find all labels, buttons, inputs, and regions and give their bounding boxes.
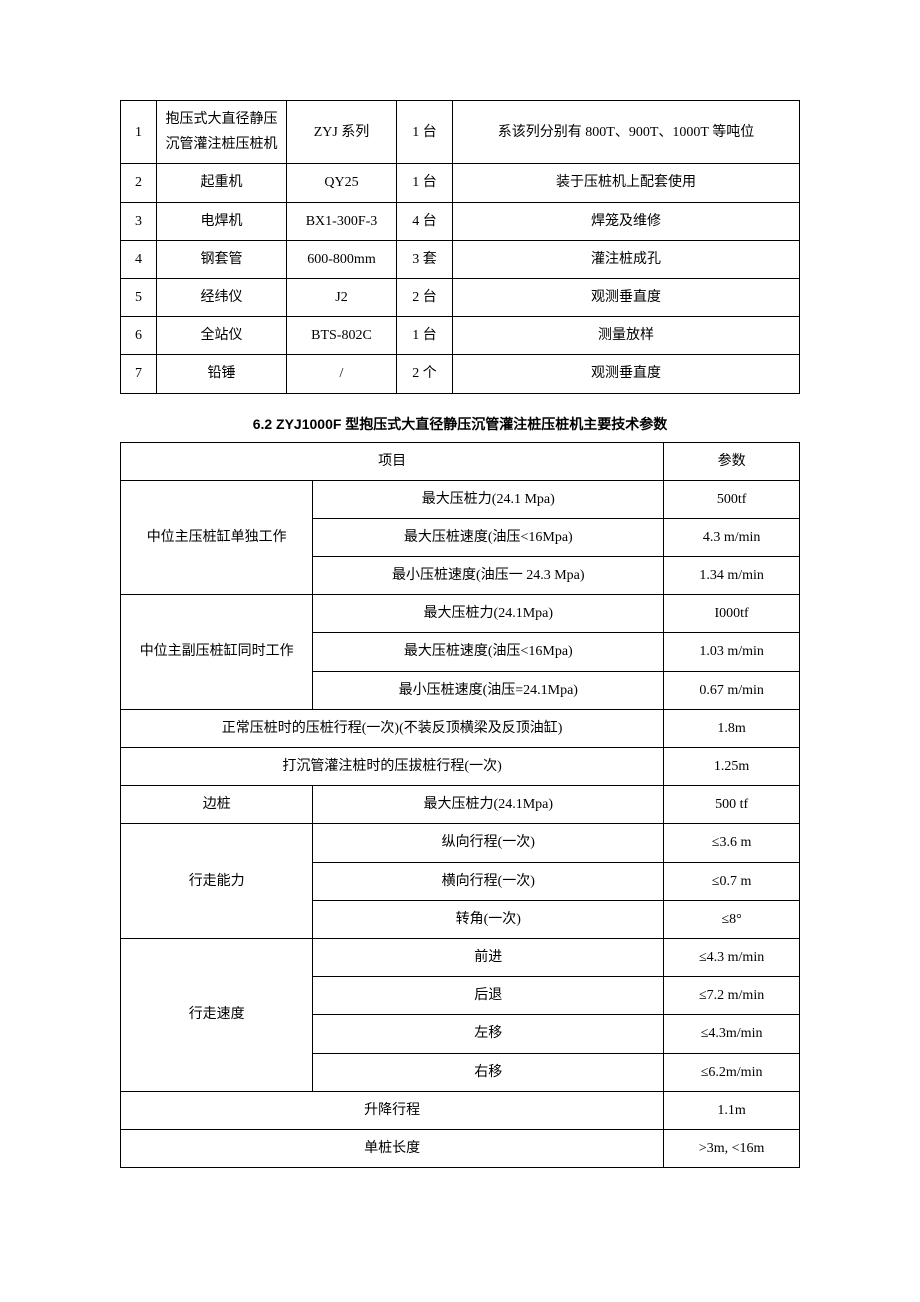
table-header-row: 项目 参数 [121, 442, 800, 480]
spec-value: 1.1m [664, 1091, 800, 1129]
table-row: 2 起重机 QY25 1 台 装于压桩机上配套使用 [121, 164, 800, 202]
spec-item: 横向行程(一次) [313, 862, 664, 900]
table-row: 1 抱压式大直径静压沉管灌注桩压桩机 ZYJ 系列 1 台 系该列分别有 800… [121, 101, 800, 164]
equipment-remark: 焊笼及维修 [453, 202, 800, 240]
spec-item: 转角(一次) [313, 900, 664, 938]
equipment-qty: 1 台 [397, 164, 453, 202]
table-row: 行走速度 前进 ≤4.3 m/min [121, 938, 800, 976]
spec-item: 最大压桩速度(油压<16Mpa) [313, 633, 664, 671]
spec-item: 最大压桩力(24.1Mpa) [313, 786, 664, 824]
row-index: 5 [121, 278, 157, 316]
spec-table: 项目 参数 中位主压桩缸单独工作 最大压桩力(24.1 Mpa) 500tf 最… [120, 442, 800, 1169]
spec-value: I000tf [664, 595, 800, 633]
spec-value: 1.8m [664, 709, 800, 747]
spec-group-label: 中位主压桩缸单独工作 [121, 480, 313, 595]
equipment-name: 全站仪 [157, 317, 287, 355]
row-index: 6 [121, 317, 157, 355]
table-row: 中位主压桩缸单独工作 最大压桩力(24.1 Mpa) 500tf [121, 480, 800, 518]
table-row: 5 经纬仪 J2 2 台 观测垂直度 [121, 278, 800, 316]
header-item: 项目 [121, 442, 664, 480]
equipment-name: 经纬仪 [157, 278, 287, 316]
spec-value: 500 tf [664, 786, 800, 824]
spec-value: 1.34 m/min [664, 557, 800, 595]
spec-group-label: 行走速度 [121, 938, 313, 1091]
row-index: 3 [121, 202, 157, 240]
equipment-table: 1 抱压式大直径静压沉管灌注桩压桩机 ZYJ 系列 1 台 系该列分别有 800… [120, 100, 800, 394]
spec-value: 1.25m [664, 748, 800, 786]
table-row: 升降行程 1.1m [121, 1091, 800, 1129]
spec-value: 1.03 m/min [664, 633, 800, 671]
spec-item: 打沉管灌注桩时的压拔桩行程(一次) [121, 748, 664, 786]
equipment-model: BTS-802C [287, 317, 397, 355]
equipment-name: 铅锤 [157, 355, 287, 393]
spec-item: 前进 [313, 938, 664, 976]
equipment-model: / [287, 355, 397, 393]
table-row: 3 电焊机 BX1-300F-3 4 台 焊笼及维修 [121, 202, 800, 240]
equipment-model: ZYJ 系列 [287, 101, 397, 164]
table-row: 行走能力 纵向行程(一次) ≤3.6 m [121, 824, 800, 862]
spec-item: 最小压桩速度(油压一 24.3 Mpa) [313, 557, 664, 595]
table-row: 7 铅锤 / 2 个 观测垂直度 [121, 355, 800, 393]
spec-value: ≤7.2 m/min [664, 977, 800, 1015]
spec-item: 最大压桩力(24.1 Mpa) [313, 480, 664, 518]
spec-item: 纵向行程(一次) [313, 824, 664, 862]
spec-item: 右移 [313, 1053, 664, 1091]
table-row: 打沉管灌注桩时的压拔桩行程(一次) 1.25m [121, 748, 800, 786]
spec-group-label: 行走能力 [121, 824, 313, 939]
row-index: 4 [121, 240, 157, 278]
equipment-name: 电焊机 [157, 202, 287, 240]
equipment-remark: 装于压桩机上配套使用 [453, 164, 800, 202]
equipment-remark: 观测垂直度 [453, 278, 800, 316]
table-row: 中位主副压桩缸同时工作 最大压桩力(24.1Mpa) I000tf [121, 595, 800, 633]
table-row: 边桩 最大压桩力(24.1Mpa) 500 tf [121, 786, 800, 824]
equipment-model: QY25 [287, 164, 397, 202]
equipment-remark: 灌注桩成孔 [453, 240, 800, 278]
section-title: 6.2 ZYJ1000F 型抱压式大直径静压沉管灌注桩压桩机主要技术参数 [120, 414, 800, 434]
spec-item: 左移 [313, 1015, 664, 1053]
spec-value: ≤6.2m/min [664, 1053, 800, 1091]
equipment-qty: 2 台 [397, 278, 453, 316]
equipment-qty: 4 台 [397, 202, 453, 240]
spec-value: ≤4.3 m/min [664, 938, 800, 976]
equipment-model: BX1-300F-3 [287, 202, 397, 240]
spec-group-label: 中位主副压桩缸同时工作 [121, 595, 313, 710]
spec-value: ≤8° [664, 900, 800, 938]
spec-value: 4.3 m/min [664, 518, 800, 556]
spec-value: 0.67 m/min [664, 671, 800, 709]
spec-item: 单桩长度 [121, 1129, 664, 1167]
spec-value: ≤4.3m/min [664, 1015, 800, 1053]
equipment-remark: 系该列分别有 800T、900T、1000T 等吨位 [453, 101, 800, 164]
spec-item: 后退 [313, 977, 664, 1015]
table-row: 6 全站仪 BTS-802C 1 台 测量放样 [121, 317, 800, 355]
table-row: 单桩长度 >3m, <16m [121, 1129, 800, 1167]
equipment-qty: 2 个 [397, 355, 453, 393]
spec-item: 最小压桩速度(油压=24.1Mpa) [313, 671, 664, 709]
spec-item: 最大压桩速度(油压<16Mpa) [313, 518, 664, 556]
spec-group-label: 边桩 [121, 786, 313, 824]
table-row: 正常压桩时的压桩行程(一次)(不装反顶横梁及反顶油缸) 1.8m [121, 709, 800, 747]
equipment-name: 抱压式大直径静压沉管灌注桩压桩机 [157, 101, 287, 164]
spec-value: 500tf [664, 480, 800, 518]
row-index: 2 [121, 164, 157, 202]
spec-item: 最大压桩力(24.1Mpa) [313, 595, 664, 633]
row-index: 7 [121, 355, 157, 393]
row-index: 1 [121, 101, 157, 164]
spec-item: 升降行程 [121, 1091, 664, 1129]
equipment-name: 钢套管 [157, 240, 287, 278]
equipment-qty: 1 台 [397, 317, 453, 355]
equipment-remark: 观测垂直度 [453, 355, 800, 393]
spec-value: >3m, <16m [664, 1129, 800, 1167]
equipment-remark: 测量放样 [453, 317, 800, 355]
equipment-model: 600-800mm [287, 240, 397, 278]
header-value: 参数 [664, 442, 800, 480]
equipment-name: 起重机 [157, 164, 287, 202]
spec-value: ≤0.7 m [664, 862, 800, 900]
table-row: 4 钢套管 600-800mm 3 套 灌注桩成孔 [121, 240, 800, 278]
equipment-qty: 3 套 [397, 240, 453, 278]
equipment-model: J2 [287, 278, 397, 316]
equipment-qty: 1 台 [397, 101, 453, 164]
spec-value: ≤3.6 m [664, 824, 800, 862]
spec-item: 正常压桩时的压桩行程(一次)(不装反顶横梁及反顶油缸) [121, 709, 664, 747]
